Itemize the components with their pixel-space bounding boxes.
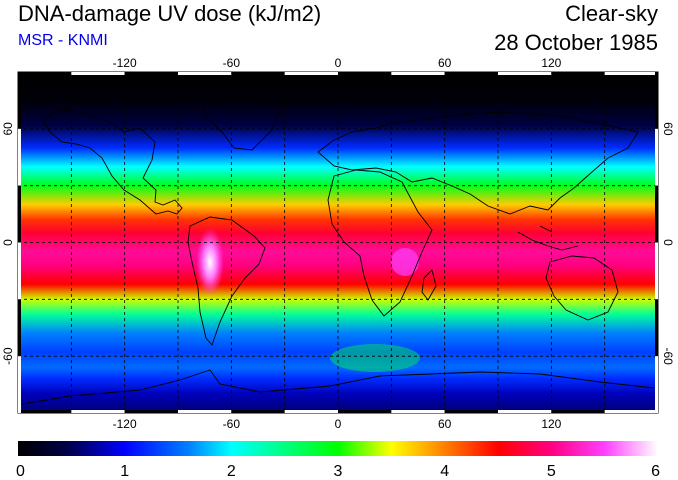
coastlines [21, 97, 655, 405]
frame-bar-lon [71, 410, 125, 413]
frame-bar-lat [18, 242, 21, 300]
lon-tick-label: 60 [438, 56, 452, 70]
sky-condition-label: Clear-sky [565, 1, 658, 26]
frame-bar-lat [655, 72, 658, 129]
lon-tick-label: 60 [438, 417, 452, 431]
latitude-labels: 60 60 0 0 -60 -60 [1, 122, 675, 365]
coastline-indonesia [517, 225, 579, 251]
frame-bar-lon [18, 410, 72, 413]
colorbar-labels: 0 1 2 3 4 5 6 [16, 463, 660, 480]
frame-bar-lon [444, 410, 498, 413]
lat-tick-label-right: -60 [661, 347, 675, 365]
frame-bar-lon [124, 72, 178, 75]
frame-bar-lat [655, 242, 658, 300]
lon-tick-label: 120 [541, 56, 561, 70]
date-label: 28 October 1985 [494, 30, 658, 55]
frame-bar-lon [284, 410, 338, 413]
colorbar-label: 1 [120, 463, 129, 480]
lon-tick-label: 0 [335, 56, 342, 70]
frame-bar-lon [498, 72, 552, 75]
lat-tick-label-right: 60 [661, 122, 675, 136]
lon-tick-label: -60 [223, 56, 241, 70]
africa-hotspot [391, 248, 419, 276]
frame-bar-lon [338, 410, 392, 413]
frame-bar-lon [231, 72, 285, 75]
colorbar-label: 4 [440, 463, 449, 480]
lon-tick-label: 0 [335, 417, 342, 431]
frame-bar-lon [604, 410, 658, 413]
frame-bar-lat [18, 185, 21, 243]
frame-bar-lon [178, 72, 232, 75]
lat-lon-grid [18, 72, 658, 413]
frame-bar-lat [18, 299, 21, 357]
lon-tick-label: -120 [113, 56, 137, 70]
colorbar-label: 5 [547, 463, 556, 480]
frame-bar-lat [18, 356, 21, 413]
frame-bar-lon [498, 410, 552, 413]
frame-bar-lat [655, 299, 658, 357]
frame-bar-lat [18, 72, 21, 129]
coastline-madagascar [421, 269, 437, 301]
lat-tick-label-left: 60 [1, 122, 15, 136]
frame-bar-lon [178, 410, 232, 413]
colorbar-label: 0 [16, 463, 25, 480]
coastline-greenland [201, 97, 283, 151]
frame-bar-lon [551, 72, 605, 75]
lon-tick-label: -60 [223, 417, 241, 431]
frame-bar-lat [655, 185, 658, 243]
coastline-africa [327, 169, 433, 317]
colorbar-label: 6 [651, 463, 660, 480]
colorbar-label: 2 [227, 463, 236, 480]
frame-bar-lon [284, 72, 338, 75]
frame-bar-lon [391, 72, 445, 75]
andes-hotspot [196, 228, 224, 296]
coastline-north-america [41, 109, 183, 215]
data-source-label: MSR - KNMI [18, 32, 108, 49]
frame-bar-lon [231, 410, 285, 413]
frame-bar-lon [444, 72, 498, 75]
lon-tick-label: -120 [113, 417, 137, 431]
coastline-south-america [187, 216, 266, 346]
frame-bar-lon [551, 410, 605, 413]
frame-bar-lon [338, 72, 392, 75]
longitude-labels: -120 -120 -60 -60 0 0 60 60 120 120 [113, 56, 562, 431]
coastline-antarctica [21, 369, 655, 405]
frame-bar-lat [655, 128, 658, 186]
frame-bar-lon [391, 410, 445, 413]
lat-tick-label-left: -60 [1, 347, 15, 365]
frame-tick-bars [18, 72, 658, 413]
frame-bar-lon [18, 72, 72, 75]
coastline-europe-asia [317, 111, 639, 215]
frame-bar-lon [71, 72, 125, 75]
colorbar-label: 3 [334, 463, 343, 480]
frame-bar-lat [18, 128, 21, 186]
colorbar [18, 441, 658, 456]
frame-bar-lon [604, 72, 658, 75]
lon-tick-label: 120 [541, 417, 561, 431]
lat-tick-label-left: 0 [1, 239, 15, 246]
map-title: DNA-damage UV dose (kJ/m2) [18, 1, 322, 26]
frame-bar-lon [124, 410, 178, 413]
antarctic-ozone-hole-region [330, 344, 420, 372]
lat-tick-label-right: 0 [661, 239, 675, 246]
frame-bar-lat [655, 356, 658, 413]
